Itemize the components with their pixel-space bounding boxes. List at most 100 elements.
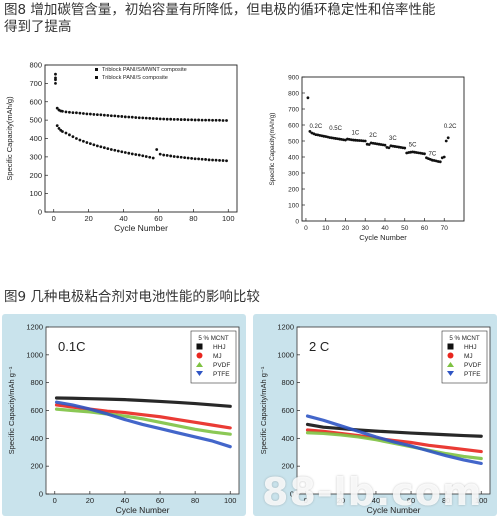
legend-title: 5 % MCNT xyxy=(449,335,479,342)
data-point xyxy=(207,118,211,122)
data-point xyxy=(68,133,71,137)
data-point xyxy=(155,148,159,151)
data-point xyxy=(137,116,141,120)
data-point xyxy=(141,154,145,158)
x-tick-label: 60 xyxy=(154,214,162,223)
x-tick-label: 20 xyxy=(342,225,350,232)
data-point xyxy=(78,138,82,142)
data-point xyxy=(423,152,426,156)
data-point xyxy=(54,78,57,82)
x-tick-label: 0 xyxy=(304,225,308,232)
y-axis-label: Specific Capacity/mAh g⁻¹ xyxy=(259,366,268,454)
y-tick-label: 400 xyxy=(288,155,299,162)
series-line-pvdf xyxy=(54,407,232,436)
fig8a-chart: 0 20 40 60 80 100 0 100 200 300 400 500 600 700 800 Cyc… xyxy=(5,61,238,233)
data-point xyxy=(55,124,59,128)
data-point xyxy=(123,115,127,119)
data-point xyxy=(218,118,221,122)
x-tick-label: 30 xyxy=(362,225,370,232)
data-point xyxy=(144,116,148,120)
data-point xyxy=(57,126,61,130)
data-point xyxy=(158,152,162,156)
data-point xyxy=(200,157,204,161)
data-point xyxy=(225,119,228,122)
watermark-text: 88-lb.com xyxy=(262,470,483,514)
data-point xyxy=(438,160,442,164)
data-point xyxy=(92,143,96,147)
y-tick-label: 200 xyxy=(29,171,42,180)
x-axis-label: Cycle Number xyxy=(114,223,168,233)
data-point xyxy=(120,150,124,154)
y-tick-label: 0 xyxy=(38,208,42,217)
legend-marker xyxy=(447,352,454,359)
data-point xyxy=(92,113,96,116)
data-point xyxy=(127,151,131,155)
legend-marker xyxy=(95,76,98,79)
y-tick-label: 500 xyxy=(29,116,42,125)
data-point xyxy=(102,146,106,150)
data-point xyxy=(446,136,450,140)
x-tick-label: 40 xyxy=(381,225,389,232)
data-point xyxy=(130,152,134,156)
data-point xyxy=(71,135,75,139)
data-point xyxy=(179,155,183,159)
rate-label: 0.2C xyxy=(309,124,322,130)
legend-label: HHJ xyxy=(464,344,477,351)
x-tick-label: 20 xyxy=(86,496,94,505)
data-point xyxy=(179,118,183,121)
data-point xyxy=(54,72,57,76)
data-point xyxy=(172,117,176,121)
y-tick-label: 300 xyxy=(288,171,299,178)
data-point xyxy=(68,110,71,114)
data-point xyxy=(88,112,92,116)
data-point xyxy=(85,112,89,116)
data-point xyxy=(137,153,141,157)
legend-marker xyxy=(447,362,454,367)
data-point xyxy=(221,119,225,122)
legend-label: PVDF xyxy=(213,362,230,369)
series-1 xyxy=(54,72,228,163)
legend-marker xyxy=(196,362,203,367)
legend-label: Triblock PANI/S/MWNT composite xyxy=(102,67,187,73)
x-tick-label: 80 xyxy=(189,214,197,223)
legend-marker xyxy=(447,371,454,376)
series-line-hhj xyxy=(54,396,232,408)
y-tick-label: 1200 xyxy=(26,323,43,332)
y-tick-label: 400 xyxy=(30,434,43,443)
data-point xyxy=(306,96,310,100)
data-point xyxy=(134,116,138,119)
data-point xyxy=(82,112,85,115)
y-tick-label: 600 xyxy=(281,406,294,415)
plot-frame xyxy=(44,64,238,213)
data-point xyxy=(442,155,446,159)
data-point xyxy=(75,137,78,140)
data-point xyxy=(123,151,127,154)
data-point xyxy=(116,149,120,153)
data-point xyxy=(99,145,103,149)
data-point xyxy=(190,156,194,160)
data-point xyxy=(151,156,155,160)
data-point xyxy=(113,148,117,152)
x-tick-label: 100 xyxy=(475,496,488,505)
y-tick-label: 0 xyxy=(39,490,43,499)
data-point xyxy=(158,117,162,121)
data-point xyxy=(363,139,367,143)
y-axis-label: Specific Capacity(mAh/g) xyxy=(269,113,276,186)
legend-label: HHJ xyxy=(213,344,226,351)
x-tick-label: 80 xyxy=(191,496,199,505)
rate-label: 0.1C xyxy=(58,339,85,354)
data-point xyxy=(116,114,120,118)
y-tick-label: 600 xyxy=(288,123,299,130)
x-tick-label: 40 xyxy=(372,496,380,505)
data-point xyxy=(78,111,82,115)
data-point xyxy=(183,156,187,160)
series-0 xyxy=(306,96,450,164)
data-point xyxy=(55,106,59,110)
series-line-hhj xyxy=(305,422,483,438)
data-point xyxy=(190,118,194,122)
data-point xyxy=(71,111,75,114)
y-axis-label: Specific Capacity/mAh g⁻¹ xyxy=(7,366,16,454)
x-tick-label: 100 xyxy=(224,496,237,505)
